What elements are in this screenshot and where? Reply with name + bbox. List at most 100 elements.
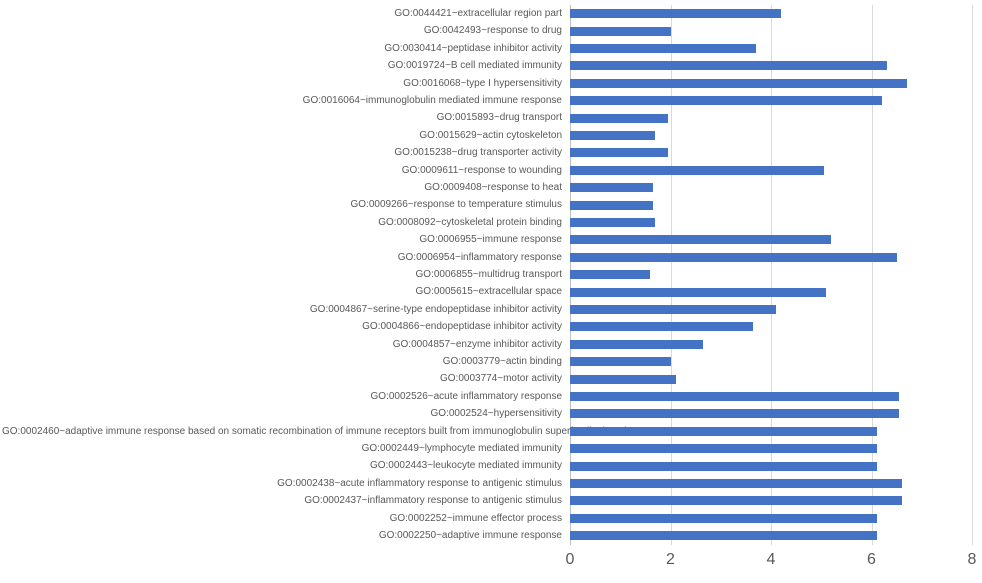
bar-row: GO:0006954~inflammatory response	[570, 249, 972, 266]
bar-label: GO:0002524~hypersensitivity	[2, 405, 562, 422]
bar-row: GO:0004867~serine-type endopeptidase inh…	[570, 301, 972, 318]
bar	[570, 427, 877, 436]
bar-label: GO:0019724~B cell mediated immunity	[2, 57, 562, 74]
bar-row: GO:0002438~acute inflammatory response t…	[570, 475, 972, 492]
bar-label: GO:0009266~response to temperature stimu…	[2, 196, 562, 213]
bar	[570, 61, 887, 70]
bar	[570, 218, 655, 227]
bar-row: GO:0008092~cytoskeletal protein binding	[570, 214, 972, 231]
bar-label: GO:0005615~extracellular space	[2, 283, 562, 300]
bar-label: GO:0002438~acute inflammatory response t…	[2, 475, 562, 492]
bar-label: GO:0002443~leukocyte mediated immunity	[2, 457, 562, 474]
bar-label: GO:0006955~immune response	[2, 231, 562, 248]
bar	[570, 270, 650, 279]
bar-row: GO:0002443~leukocyte mediated immunity	[570, 457, 972, 474]
bar	[570, 235, 831, 244]
bar	[570, 166, 824, 175]
bar-row: GO:0003774~motor activity	[570, 370, 972, 387]
bar-row: GO:0044421~extracellular region part	[570, 5, 972, 22]
bar-row: GO:0009266~response to temperature stimu…	[570, 196, 972, 213]
bar	[570, 479, 902, 488]
bar-label: GO:0042493~response to drug	[2, 22, 562, 39]
bar-label: GO:0004867~serine-type endopeptidase inh…	[2, 301, 562, 318]
bar-label: GO:0008092~cytoskeletal protein binding	[2, 214, 562, 231]
bar-row: GO:0005615~extracellular space	[570, 283, 972, 300]
bar	[570, 114, 668, 123]
bar	[570, 462, 877, 471]
bar-label: GO:0003779~actin binding	[2, 353, 562, 370]
bar-row: GO:0042493~response to drug	[570, 22, 972, 39]
bar	[570, 375, 676, 384]
x-tick-label: 2	[666, 551, 675, 569]
bar	[570, 444, 877, 453]
bar-row: GO:0030414~peptidase inhibitor activity	[570, 40, 972, 57]
bar-label: GO:0002250~adaptive immune response	[2, 527, 562, 544]
bar-label: GO:0009611~response to wounding	[2, 162, 562, 179]
bar-label: GO:0004866~endopeptidase inhibitor activ…	[2, 318, 562, 335]
bar-label: GO:0030414~peptidase inhibitor activity	[2, 40, 562, 57]
x-tick-label: 4	[767, 551, 776, 569]
bar-label: GO:0016068~type I hypersensitivity	[2, 75, 562, 92]
bar-row: GO:0004866~endopeptidase inhibitor activ…	[570, 318, 972, 335]
bar	[570, 79, 907, 88]
bar-label: GO:0002526~acute inflammatory response	[2, 388, 562, 405]
bar	[570, 201, 653, 210]
plot-area: GO:0044421~extracellular region partGO:0…	[570, 5, 972, 545]
bar-label: GO:0004857~enzyme inhibitor activity	[2, 336, 562, 353]
bar-row: GO:0002437~inflammatory response to anti…	[570, 492, 972, 509]
bar	[570, 131, 655, 140]
x-tick-label: 6	[867, 551, 876, 569]
bar-row: GO:0002252~immune effector process	[570, 510, 972, 527]
bar-row: GO:0015238~drug transporter activity	[570, 144, 972, 161]
bar	[570, 409, 899, 418]
bar	[570, 27, 671, 36]
bar	[570, 288, 826, 297]
bar	[570, 305, 776, 314]
x-tick-label: 0	[566, 551, 575, 569]
x-tick-label: 8	[968, 551, 977, 569]
bar-label: GO:0015629~actin cytoskeleton	[2, 127, 562, 144]
bar-label: GO:0002252~immune effector process	[2, 510, 562, 527]
gridline	[972, 5, 973, 545]
bar-row: GO:0002449~lymphocyte mediated immunity	[570, 440, 972, 457]
bar	[570, 514, 877, 523]
bar-label: GO:0003774~motor activity	[2, 370, 562, 387]
bar-row: GO:0006855~multidrug transport	[570, 266, 972, 283]
bar-label: GO:0002449~lymphocyte mediated immunity	[2, 440, 562, 457]
bar-row: GO:0004857~enzyme inhibitor activity	[570, 336, 972, 353]
bar-row: GO:0015893~drug transport	[570, 109, 972, 126]
bar	[570, 44, 756, 53]
bar	[570, 183, 653, 192]
bar-label: GO:0016064~immunoglobulin mediated immun…	[2, 92, 562, 109]
bar	[570, 340, 703, 349]
bar-label: GO:0015893~drug transport	[2, 109, 562, 126]
bar-row: GO:0002526~acute inflammatory response	[570, 388, 972, 405]
bar-label: GO:0006954~inflammatory response	[2, 249, 562, 266]
bar-label: GO:0006855~multidrug transport	[2, 266, 562, 283]
bar-row: GO:0003779~actin binding	[570, 353, 972, 370]
bar-label: GO:0002460~adaptive immune response base…	[2, 423, 562, 440]
bar	[570, 253, 897, 262]
bar-row: GO:0009611~response to wounding	[570, 162, 972, 179]
bar	[570, 9, 781, 18]
bar-label: GO:0009408~response to heat	[2, 179, 562, 196]
bar-label: GO:0002437~inflammatory response to anti…	[2, 492, 562, 509]
bar-row: GO:0002524~hypersensitivity	[570, 405, 972, 422]
bar	[570, 496, 902, 505]
bar	[570, 531, 877, 540]
bar-row: GO:0019724~B cell mediated immunity	[570, 57, 972, 74]
bar-label: GO:0015238~drug transporter activity	[2, 144, 562, 161]
bar	[570, 148, 668, 157]
bar	[570, 392, 899, 401]
bar	[570, 357, 671, 366]
bar-row: GO:0016064~immunoglobulin mediated immun…	[570, 92, 972, 109]
bar-row: GO:0016068~type I hypersensitivity	[570, 75, 972, 92]
bar-row: GO:0002250~adaptive immune response	[570, 527, 972, 544]
bar-row: GO:0015629~actin cytoskeleton	[570, 127, 972, 144]
bar-row: GO:0009408~response to heat	[570, 179, 972, 196]
go-terms-bar-chart: GO:0044421~extracellular region partGO:0…	[0, 0, 982, 583]
bar	[570, 96, 882, 105]
bar-row: GO:0002460~adaptive immune response base…	[570, 423, 972, 440]
bar	[570, 322, 753, 331]
bar-row: GO:0006955~immune response	[570, 231, 972, 248]
